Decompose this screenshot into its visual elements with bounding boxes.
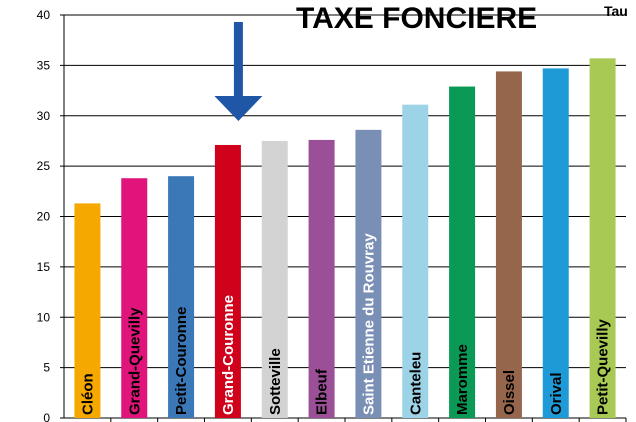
category-label: Cléon: [79, 373, 96, 415]
bar: [74, 203, 101, 418]
gridlines: [64, 14, 626, 369]
y-tick-label: 5: [43, 361, 50, 375]
y-tick-label: 0: [43, 411, 50, 422]
category-label: Grand-Couronne: [220, 295, 237, 415]
y-tick-label: 25: [37, 159, 51, 173]
bar: [449, 86, 476, 418]
category-labels: Cléon Grand-Quevilly Petit-Couronne Grand-C…: [79, 233, 611, 415]
category-label: Canteleu: [407, 352, 424, 415]
chart-subtitle: Tau: [604, 3, 628, 19]
bar: [495, 71, 522, 419]
bar: [402, 104, 429, 418]
category-label: Grand-Quevilly: [126, 307, 143, 415]
bar: [589, 58, 616, 418]
category-label: Elbeuf: [314, 368, 331, 415]
category-label: Petit-Couronne: [173, 307, 190, 415]
y-tick-labels: 0 5 10 15 20 25 30 35 40: [37, 8, 64, 422]
arrow-shaft: [233, 22, 243, 96]
category-label: Petit-Quevilly: [595, 318, 612, 415]
y-tick-label: 30: [37, 109, 51, 123]
bar: [542, 68, 569, 419]
bar: [214, 144, 241, 418]
y-tick-label: 20: [37, 210, 51, 224]
category-label: Sotteville: [267, 348, 284, 415]
y-tick-label: 10: [37, 310, 51, 324]
highlight-arrow: [214, 22, 263, 121]
bar: [355, 129, 382, 419]
bar: [261, 140, 288, 418]
category-label: Maromme: [454, 344, 471, 415]
chart-title: TAXE FONCIERE: [296, 2, 537, 35]
category-label: Oissel: [501, 370, 518, 415]
bars: [74, 58, 627, 422]
bar: [308, 139, 335, 418]
bar: [121, 178, 148, 418]
y-tick-label: 15: [37, 260, 51, 274]
category-label: Saint Etienne du Rouvray: [360, 233, 377, 415]
category-label: Orival: [548, 372, 565, 415]
arrow-head: [214, 96, 263, 121]
y-tick-label: 40: [37, 8, 51, 22]
y-tick-label: 35: [37, 58, 51, 72]
bar: [168, 176, 195, 418]
